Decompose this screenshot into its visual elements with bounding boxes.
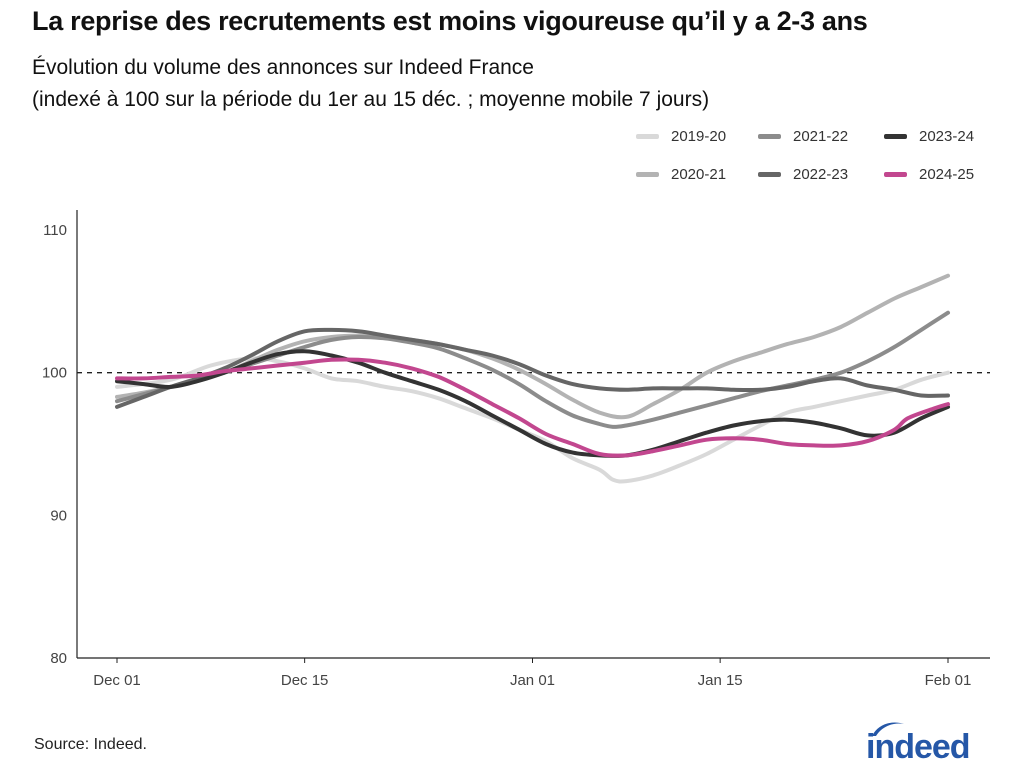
y-tick-label: 90 [50, 507, 67, 524]
series-line-2022-23 [115, 327, 950, 409]
x-tick-label: Dec 15 [281, 672, 329, 689]
y-tick-label: 110 [43, 222, 67, 239]
series-line-2023-24 [115, 349, 950, 458]
x-tick-label: Jan 15 [698, 672, 743, 689]
legend-swatch [884, 134, 907, 139]
legend-label: 2022-23 [793, 166, 849, 183]
x-tick-label: Feb 01 [925, 672, 972, 689]
legend-swatch [636, 134, 659, 139]
legend-label: 2020-21 [671, 166, 727, 183]
y-tick-label: 100 [42, 365, 67, 382]
legend-item-2021-22: 2021-22 [758, 128, 848, 145]
subtitle-line-2: (indexé à 100 sur la période du 1er au 1… [32, 88, 710, 111]
legend-swatch [758, 134, 781, 139]
x-tick-label: Dec 01 [93, 672, 141, 689]
legend-label: 2024-25 [919, 166, 975, 183]
legend-label: 2023-24 [919, 128, 975, 145]
indeed-logo: indeed [866, 722, 971, 766]
legend-swatch [758, 172, 781, 177]
svg-text:indeed: indeed [866, 728, 970, 766]
y-tick-label: 80 [50, 650, 67, 667]
series-line-2019-20 [115, 356, 950, 484]
source-note: Source: Indeed. [34, 736, 147, 753]
legend-item-2022-23: 2022-23 [758, 166, 848, 183]
legend-label: 2019-20 [671, 128, 727, 145]
chart-title: La reprise des recrutements est moins vi… [32, 6, 868, 36]
series-line-2020-21 [115, 273, 950, 420]
legend-label: 2021-22 [793, 128, 849, 145]
legend-item-2023-24: 2023-24 [884, 128, 974, 145]
chart-subtitle: Évolution du volume des annonces sur Ind… [32, 52, 709, 116]
legend-swatch [636, 172, 659, 177]
legend-item-2019-20: 2019-20 [636, 128, 726, 145]
legend-swatch [884, 172, 907, 177]
legend-item-2020-21: 2020-21 [636, 166, 726, 183]
series-line-2024-25 [115, 357, 950, 458]
legend-item-2024-25: 2024-25 [884, 166, 974, 183]
x-tick-label: Jan 01 [510, 672, 555, 689]
subtitle-line-1: Évolution du volume des annonces sur Ind… [32, 56, 534, 79]
